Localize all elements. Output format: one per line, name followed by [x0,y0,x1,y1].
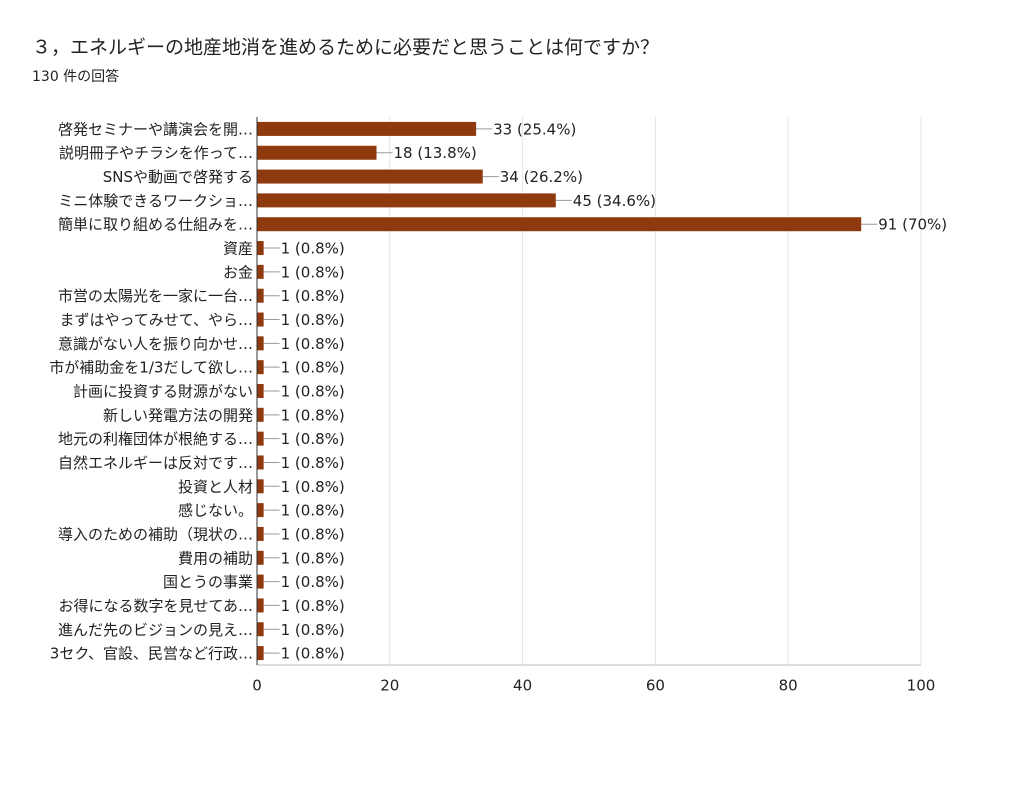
y-tick-label: 意識がない人を振り向かせ… [58,335,253,353]
y-tick-label: 資産 [223,240,253,258]
y-tick-label: 地元の利権団体が根絶する… [58,430,253,448]
y-tick-label: 自然エネルギーは反対です… [58,454,253,472]
bar [257,169,483,184]
bar [257,264,264,279]
x-tick-label: 60 [646,677,665,695]
value-label: 1 (0.8%) [281,502,345,520]
y-tick-label: 簡単に取り組める仕組みを… [58,216,253,234]
y-tick-label: まずはやってみせて、やら… [59,311,253,329]
value-label: 45 (34.6%) [573,192,656,210]
y-tick-label: 計画に投資する財源がない [73,383,253,401]
value-label: 1 (0.8%) [281,335,345,353]
y-tick-label: 新しい発電方法の開発 [103,406,253,424]
bar [257,550,264,565]
value-label: 18 (13.8%) [394,144,477,162]
bar [257,121,477,136]
value-label: 1 (0.8%) [281,478,345,496]
y-tick-label: お金 [223,263,253,281]
value-label: 1 (0.8%) [281,383,345,401]
bar [257,646,264,661]
x-tick-label: 100 [907,677,936,695]
value-label: 1 (0.8%) [281,311,345,329]
y-tick-label: 導入のための補助（現状の… [58,525,253,543]
y-tick-label: 進んだ先のビジョンの見え… [58,621,253,639]
y-tick-label: 国とうの事業 [163,573,253,591]
y-tick-label: 費用の補助 [178,549,253,567]
bar [257,598,264,613]
value-label: 1 (0.8%) [281,454,345,472]
bar [257,217,862,232]
value-label: 1 (0.8%) [281,287,345,305]
value-label: 1 (0.8%) [281,359,345,377]
bar [257,503,264,518]
bar [257,288,264,303]
x-tick-label: 0 [252,677,262,695]
bar [257,336,264,351]
value-label: 1 (0.8%) [281,573,345,591]
bar [257,526,264,541]
bar [257,479,264,494]
x-tick-label: 20 [380,677,399,695]
chart-subtitle: 130 件の回答 [32,68,119,85]
bar [257,360,264,375]
value-label: 33 (25.4%) [493,120,576,138]
value-label: 1 (0.8%) [281,525,345,543]
y-tick-label: ミニ体験できるワークショ… [58,192,253,210]
y-tick-label: お得になる数字を見せてあ… [58,597,253,615]
value-label: 1 (0.8%) [281,549,345,567]
value-label: 34 (26.2%) [500,168,583,186]
bar [257,241,264,256]
value-label: 1 (0.8%) [281,240,345,258]
bar [257,455,264,470]
value-label: 91 (70%) [878,216,947,234]
y-tick-label: 説明冊子やチラシを作って… [59,144,253,162]
value-label: 1 (0.8%) [281,430,345,448]
value-label: 1 (0.8%) [281,263,345,281]
x-tick-label: 80 [779,677,798,695]
x-tick-label: 40 [513,677,532,695]
y-tick-label: 感じない。 [178,502,253,520]
bar [257,407,264,422]
bar [257,431,264,446]
value-label: 1 (0.8%) [281,621,345,639]
bar [257,145,377,160]
bar [257,193,556,208]
y-tick-label: 市営の太陽光を一家に一台… [58,287,253,305]
chart-title: ３，エネルギーの地産地消を進めるために必要だと思うことは何ですか？ [32,37,659,59]
y-tick-label: 3セク、官設、民営など行政… [50,645,253,663]
value-label: 1 (0.8%) [281,406,345,424]
bar [257,384,264,398]
y-tick-label: 啓発セミナーや講演会を開… [58,120,253,138]
y-tick-label: 投資と人材 [178,478,253,496]
value-label: 1 (0.8%) [281,597,345,615]
bar [257,312,264,327]
bar [257,622,264,637]
value-label: 1 (0.8%) [281,645,345,663]
y-tick-label: 市が補助金を1/3だして欲し… [49,359,253,377]
bar [257,574,264,589]
y-tick-label: SNSや動画で啓発する [103,168,253,186]
